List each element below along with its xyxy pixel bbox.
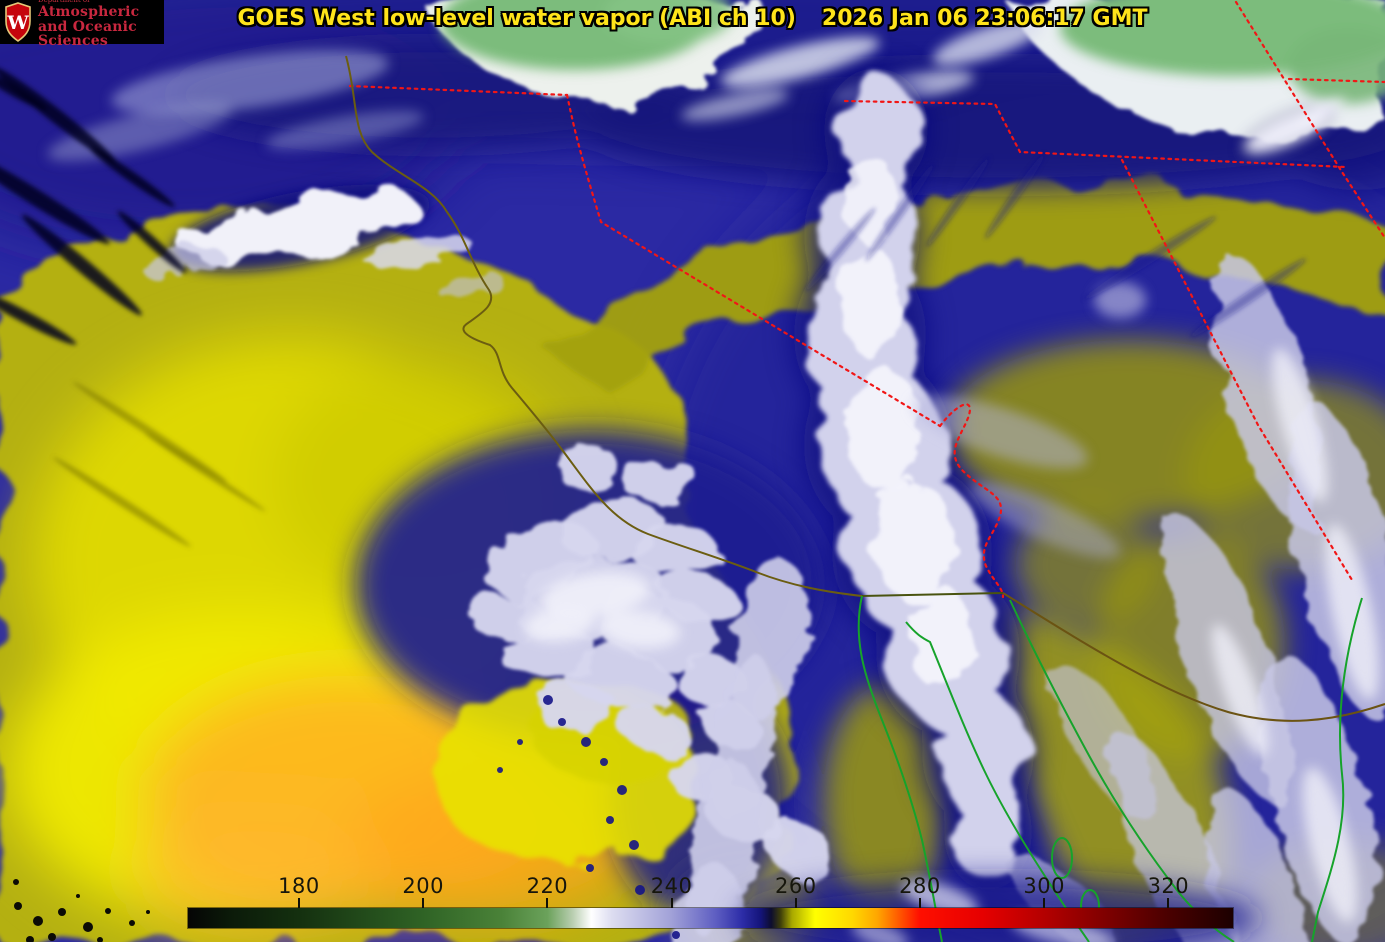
- colorbar-tick: [546, 898, 549, 908]
- logo-name-line2: and Oceanic Sciences: [38, 18, 137, 49]
- svg-text:W: W: [6, 12, 29, 34]
- colorbar-tick: [422, 898, 425, 908]
- logo-name-line1: Atmospheric: [38, 3, 140, 20]
- colorbar-tick: [670, 898, 673, 908]
- colorbar-tick-label: 260: [774, 874, 817, 898]
- temperature-colorbar: [187, 907, 1234, 929]
- logo-dept-line: Department of: [38, 0, 164, 4]
- colorbar-tick: [297, 898, 300, 908]
- image-timestamp: 2026 Jan 06 23:06:17 GMT: [821, 6, 1148, 31]
- colorbar-tick-label: 280: [899, 874, 941, 898]
- colorbar-tick: [1043, 898, 1046, 908]
- colorbar-tick-label: 180: [278, 874, 320, 898]
- colorbar-tick: [794, 898, 797, 908]
- coastline-california: [345, 55, 863, 597]
- image-title-row: GOES West low-level water vapor (ABI ch …: [0, 6, 1385, 31]
- colorbar-tick-label: 320: [1147, 874, 1190, 898]
- colorbar-tick: [1167, 898, 1170, 908]
- uw-crest-icon: W: [5, 2, 31, 42]
- us-mexico-border: [861, 592, 1385, 722]
- colorbar-tick-label: 240: [650, 874, 693, 898]
- colorbar-tick-label: 220: [526, 874, 569, 898]
- colorbar-tick-label: 300: [1023, 874, 1065, 898]
- uw-aos-logo: W Department of Atmospheric and Oceanic …: [0, 0, 164, 48]
- state-borders-red-dotted: [348, 0, 1385, 599]
- colorbar-tick-label: 200: [402, 874, 444, 898]
- image-title: GOES West low-level water vapor (ABI ch …: [237, 6, 796, 31]
- colorbar-tick: [918, 898, 921, 908]
